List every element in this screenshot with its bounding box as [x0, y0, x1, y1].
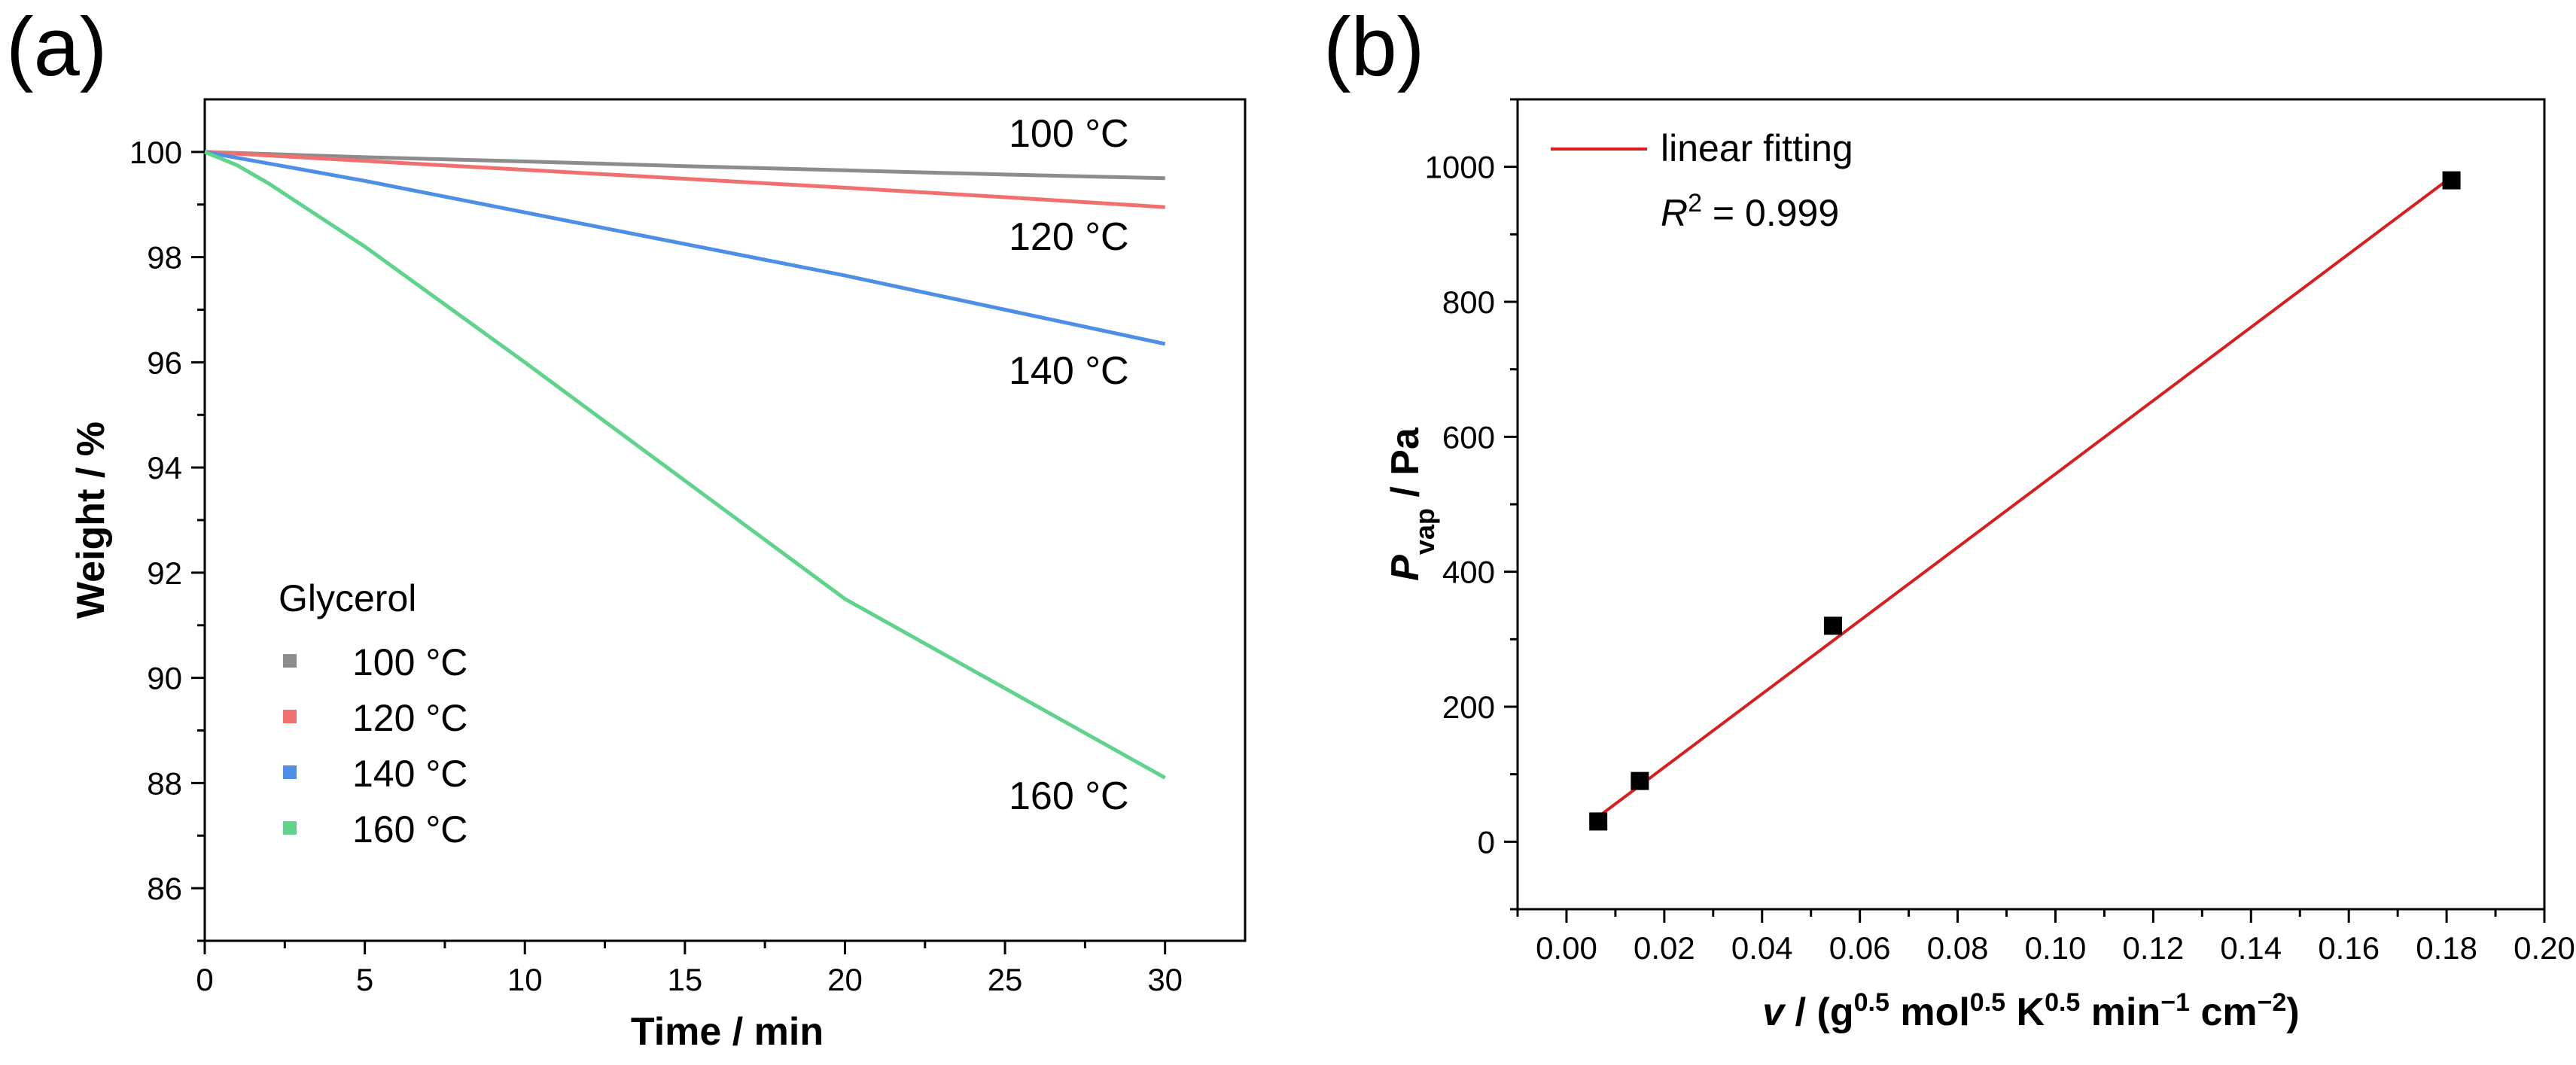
series-line-140c — [204, 150, 1166, 346]
pvap-vs-v-chart: 0.00 0.02 0.04 0.06 0.08 0.10 0.12 0.14 0.16 0.18… — [1384, 98, 2575, 1034]
y-tick-label: 88 — [147, 765, 182, 801]
r2-exp: 2 — [1688, 189, 1702, 218]
y-tick-label: 0 — [1478, 824, 1495, 860]
xlabel-t3: K — [2005, 990, 2045, 1034]
series-line-160c — [204, 150, 1166, 780]
xlabel-t1: / (g — [1784, 990, 1853, 1034]
y-tick-label: 1000 — [1425, 150, 1495, 185]
y-tick-label: 800 — [1442, 285, 1495, 320]
x-tick-label: 0.18 — [2416, 930, 2477, 966]
x-axis-title-b: v / (g0.5 mol0.5 K0.5 min−1 cm−2) — [1762, 988, 2299, 1034]
legend-swatch — [283, 710, 297, 723]
x-tick-label: 10 — [507, 962, 543, 997]
panel-b-label: (b) — [1323, 1, 1424, 93]
y-tick-label: 200 — [1442, 689, 1495, 725]
x-axis-ticks-b: 0.00 0.02 0.04 0.06 0.08 0.10 0.12 0.14 0.16 0.18… — [1516, 909, 2575, 966]
legend-swatch — [283, 821, 297, 835]
x-tick-label: 0.04 — [1731, 930, 1793, 966]
curve-label-100c: 100 °C — [1009, 112, 1129, 156]
ylabel-rest: / Pa — [1384, 427, 1427, 508]
xlabel-e5: −2 — [2258, 988, 2287, 1017]
x-tick-label: 0.00 — [1536, 930, 1597, 966]
x-tick-label: 0 — [196, 962, 213, 997]
r-squared-label: R2 = 0.999 — [1661, 189, 1839, 234]
legend-a: Glycerol 100 °C 120 °C 140 °C 160 °C — [279, 577, 467, 850]
data-point — [2442, 171, 2461, 190]
x-tick-label: 0.20 — [2514, 930, 2575, 966]
y-tick-label: 96 — [147, 345, 182, 380]
xlabel-e1: 0.5 — [1854, 988, 1889, 1017]
x-tick-label: 0.06 — [1829, 930, 1891, 966]
linear-fit-line — [1597, 175, 2453, 818]
y-tick-label: 90 — [147, 661, 182, 696]
curve-annotations-a: 100 °C 120 °C 140 °C 160 °C — [1009, 112, 1129, 818]
x-tick-label: 0.02 — [1634, 930, 1695, 966]
y-tick-label: 100 — [129, 135, 182, 170]
x-axis-title-a: Time / min — [631, 1010, 824, 1054]
y-axis-ticks-b: 0 200 400 600 800 1000 — [1425, 98, 1518, 911]
xlabel-e2: 0.5 — [1970, 988, 2005, 1017]
curve-label-140c: 140 °C — [1009, 349, 1129, 393]
x-tick-label: 0.10 — [2025, 930, 2087, 966]
legend-entry-label: 100 °C — [352, 641, 467, 683]
weight-vs-time-chart: 0 5 10 15 20 25 30 86 88 90 92 94 96 98 100 100 °C 120… — [69, 98, 1247, 1054]
series-line-100c — [204, 150, 1165, 181]
x-tick-label: 30 — [1147, 962, 1183, 997]
series-line-120c — [204, 150, 1165, 209]
legend-fit-label: linear fitting — [1661, 127, 1853, 169]
x-axis-ticks-a: 0 5 10 15 20 25 30 — [196, 941, 1183, 997]
x-tick-label: 0.14 — [2220, 930, 2282, 966]
xlabel-e4: −1 — [2160, 988, 2190, 1017]
y-axis-title-b: Pvap / Pa — [1384, 427, 1440, 581]
x-tick-label: 15 — [667, 962, 702, 997]
legend-entry-label: 120 °C — [352, 697, 467, 739]
legend-entry-label: 160 °C — [352, 808, 467, 850]
x-tick-label: 25 — [988, 962, 1023, 997]
x-tick-label: 0.12 — [2123, 930, 2185, 966]
xlabel-t5: cm — [2190, 990, 2258, 1034]
legend-entry-label: 140 °C — [352, 753, 467, 795]
data-point — [1823, 616, 1842, 635]
legend-swatch — [283, 654, 297, 668]
series-lines-a — [204, 150, 1166, 780]
x-tick-label: 5 — [356, 962, 373, 997]
xlabel-var: v — [1762, 990, 1786, 1034]
r2-value: = 0.999 — [1702, 192, 1839, 234]
curve-label-120c: 120 °C — [1009, 215, 1129, 259]
data-point — [1589, 812, 1608, 831]
xlabel-e3: 0.5 — [2045, 988, 2080, 1017]
panel-a-label: (a) — [6, 1, 107, 93]
x-tick-label: 0.08 — [1927, 930, 1989, 966]
ylabel-sub: vap — [1409, 508, 1440, 555]
xlabel-post: ) — [2286, 990, 2299, 1034]
y-tick-label: 600 — [1442, 419, 1495, 455]
data-point — [1631, 771, 1649, 790]
ylabel-main: P — [1384, 555, 1427, 581]
y-axis-ticks-a: 86 88 90 92 94 96 98 100 — [129, 135, 205, 942]
y-tick-label: 94 — [147, 450, 182, 485]
y-tick-label: 86 — [147, 871, 182, 906]
y-tick-label: 98 — [147, 240, 182, 275]
y-axis-title-a: Weight / % — [69, 421, 113, 619]
x-tick-label: 20 — [827, 962, 863, 997]
curve-label-160c: 160 °C — [1009, 774, 1129, 818]
data-points-b — [1589, 171, 2461, 831]
legend-title: Glycerol — [279, 577, 416, 619]
legend-swatch — [283, 765, 297, 779]
y-tick-label: 92 — [147, 555, 182, 591]
xlabel-t4: min — [2080, 990, 2160, 1034]
fit-line-group — [1597, 175, 2453, 818]
x-tick-label: 0.16 — [2318, 930, 2380, 966]
r2-prefix: R — [1661, 192, 1688, 234]
y-tick-label: 400 — [1442, 555, 1495, 590]
legend-b: linear fitting R2 = 0.999 — [1551, 127, 1853, 234]
xlabel-t2: mol — [1889, 990, 1970, 1034]
